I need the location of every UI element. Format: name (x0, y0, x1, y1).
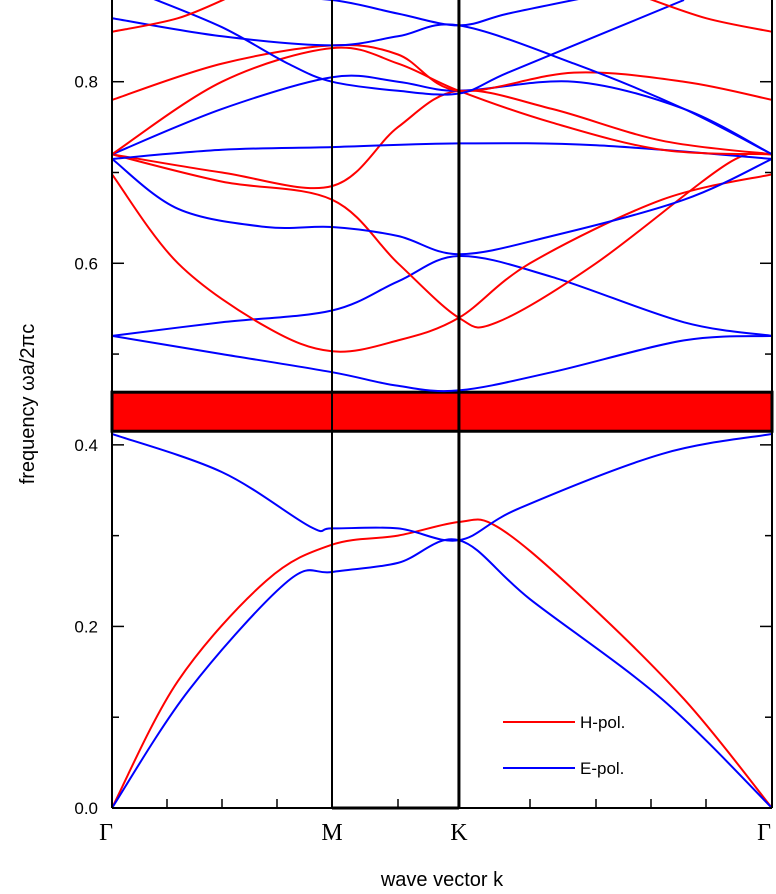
legend: H-pol. E-pol. (503, 713, 625, 778)
x-tick-label-2: K (450, 820, 468, 846)
band-h-0 (112, 518, 772, 808)
band-h-5 (112, 173, 772, 353)
band-e-1 (112, 538, 772, 808)
tick-marks (112, 80, 772, 809)
legend-label-h: H-pol. (580, 713, 625, 732)
band-e-8 (112, 157, 772, 256)
band-e-13 (112, 17, 772, 156)
band-e-9 (112, 142, 772, 160)
x-tick-label-3: Γ (757, 820, 771, 846)
y-tick-label-4: 0.8 (74, 73, 98, 92)
band-e-15 (321, 0, 579, 27)
y-tick-label-1: 0.2 (74, 617, 98, 636)
legend-label-e: E-pol. (580, 759, 624, 778)
y-tick-label-2: 0.4 (74, 436, 98, 455)
x-axis-title: wave vector k (380, 869, 504, 891)
band-e-14 (153, 0, 685, 96)
series-layer (112, 0, 772, 808)
band-gap-band (110, 390, 774, 433)
tick-labels: 0.0 0.2 0.4 0.6 0.8 Γ M K Γ (74, 73, 771, 846)
x-tick-label-0: Γ (99, 820, 113, 846)
band-e-4 (112, 254, 772, 337)
band-h-16 (112, 0, 226, 33)
band-e-3 (112, 334, 772, 393)
band-h-12 (112, 46, 772, 156)
y-tick-label-0: 0.0 (74, 799, 98, 818)
band-h-7 (112, 89, 772, 190)
y-tick-label-3: 0.6 (74, 254, 98, 273)
x-tick-label-1: M (321, 820, 342, 846)
band-h-17 (649, 0, 772, 33)
y-axis-title: frequency ωa/2πc (17, 324, 39, 485)
band-e-2 (112, 433, 772, 542)
